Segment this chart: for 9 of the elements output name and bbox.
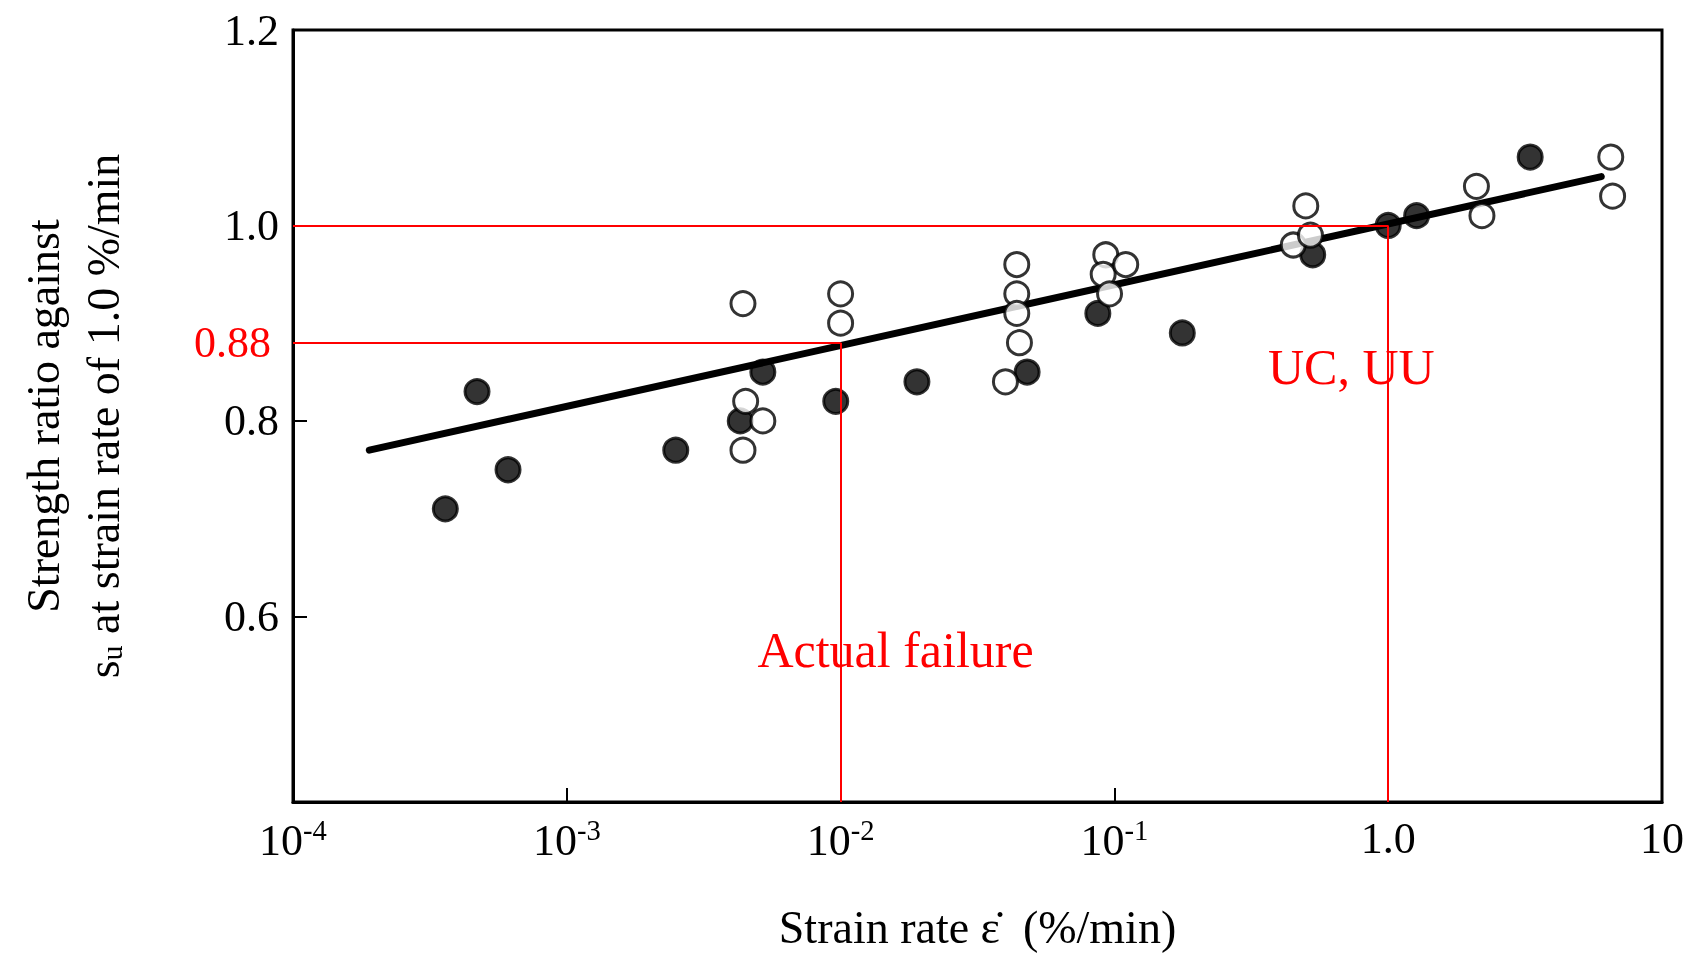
y-axis-title: Strength ratio against su at strain rate of 1.0 %/min [17, 153, 129, 679]
ref-line-label: 0.88 [194, 318, 271, 368]
x-axis-title: Strain rate ε̇ (%/min) [778, 901, 1177, 953]
y-tick-label: 0.6 [224, 591, 279, 641]
y-tick-label: 1.0 [224, 200, 279, 250]
y-tick-label: 1.2 [224, 5, 279, 55]
x-tick-label: 1.0 [1360, 813, 1416, 863]
y-tick-label: 0.8 [224, 396, 279, 446]
x-tick-label: 10 [1640, 813, 1684, 863]
